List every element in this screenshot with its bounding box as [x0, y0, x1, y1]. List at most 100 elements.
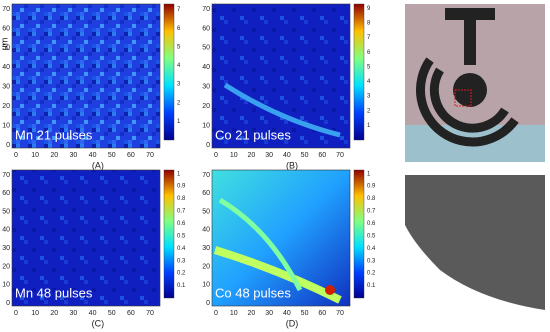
colorbar-tick-label: 4 [177, 63, 181, 69]
x-tick-label: 20 [50, 310, 58, 317]
colorbar-tick-label: 0.2 [177, 271, 186, 277]
y-tick-label: 50 [2, 45, 10, 52]
colorbar-tick-label: 8 [367, 21, 371, 27]
y-tick-label: 50 [202, 45, 210, 52]
x-tick-label: 20 [248, 310, 256, 317]
y-axis-label: µm [0, 38, 9, 51]
x-tick-label: 10 [31, 152, 39, 159]
colorbar-tick-label: 0.6 [367, 221, 376, 227]
x-tick-label: 50 [108, 152, 116, 159]
panel-label: (B) [286, 160, 298, 170]
heatmap-d [212, 170, 350, 306]
x-tick-label: 10 [230, 310, 238, 317]
x-tick-label: 10 [31, 310, 39, 317]
x-tick-label: 0 [214, 310, 218, 317]
y-tick-label: 20 [2, 263, 10, 270]
colorbar-tick-label: 1 [177, 119, 181, 125]
x-tick-label: 50 [301, 152, 309, 159]
y-tick-label: 0 [206, 142, 210, 149]
panel-label: (A) [92, 160, 104, 170]
y-tick-label: 50 [202, 208, 210, 215]
heatmap-c [12, 170, 160, 306]
y-tick-label: 60 [2, 190, 10, 197]
y-tick-label: 60 [202, 25, 210, 32]
heatmap-d-spot [325, 285, 335, 295]
y-tick-label: 0 [6, 300, 10, 307]
colorbar-tick-label: 5 [177, 44, 181, 50]
y-tick-label: 30 [2, 84, 10, 91]
colorbar-tick-label: 7 [367, 35, 371, 41]
colorbar-tick-label: 0.4 [177, 246, 186, 252]
y-tick-label: 30 [202, 84, 210, 91]
colorbar-tick-label: 0.4 [367, 246, 376, 252]
x-tick-label: 30 [265, 152, 273, 159]
y-tick-label: 10 [2, 122, 10, 129]
photo-roi [454, 89, 472, 107]
colorbar-tick-label: 0.7 [177, 209, 186, 215]
photo-electrode [445, 8, 495, 65]
colorbar-tick-label: 0.3 [177, 258, 186, 264]
colorbar-tick-label: 6 [367, 50, 371, 56]
heatmap-b-streak [223, 82, 341, 138]
panel-caption: Co 48 pulses [215, 285, 291, 300]
y-tick-label: 0 [206, 300, 210, 307]
colorbar-tick-label: 0.8 [177, 196, 186, 202]
plot-frame [211, 169, 351, 307]
colorbar-tick-label: 0.1 [177, 283, 186, 289]
colorbar-tick-label: 1 [177, 171, 181, 177]
panel-label: (C) [92, 318, 105, 328]
x-tick-label: 60 [318, 152, 326, 159]
x-tick-label: 40 [89, 310, 97, 317]
colorbar-tick-label: 9 [367, 6, 371, 12]
y-tick-label: 70 [202, 172, 210, 179]
y-tick-label: 70 [202, 6, 210, 13]
y-tick-label: 40 [202, 227, 210, 234]
y-tick-label: 20 [2, 103, 10, 110]
colorbar [163, 169, 175, 299]
y-tick-label: 20 [202, 103, 210, 110]
y-tick-label: 70 [2, 6, 10, 13]
x-tick-label: 30 [265, 310, 273, 317]
x-tick-label: 10 [230, 152, 238, 159]
photo-ring [429, 67, 509, 133]
photo-zoom-region [405, 175, 545, 310]
y-tick-label: 30 [202, 245, 210, 252]
y-tick-label: 10 [202, 122, 210, 129]
colorbar-tick-label: 1 [367, 171, 371, 177]
colorbar-tick-label: 3 [367, 94, 371, 100]
colorbar-tick-label: 0.7 [367, 209, 376, 215]
colorbar-tick-label: 5 [367, 64, 371, 70]
x-tick-label: 60 [318, 310, 326, 317]
photo-ring [416, 57, 519, 147]
y-tick-label: 40 [202, 64, 210, 71]
y-tick-label: 20 [202, 263, 210, 270]
colorbar-tick-label: 0.1 [367, 283, 376, 289]
x-tick-label: 70 [146, 310, 154, 317]
y-tick-label: 40 [2, 227, 10, 234]
x-tick-label: 70 [336, 310, 344, 317]
y-tick-label: 60 [202, 190, 210, 197]
x-tick-label: 20 [50, 152, 58, 159]
colorbar [353, 169, 365, 299]
y-tick-label: 0 [6, 142, 10, 149]
x-tick-label: 40 [89, 152, 97, 159]
x-tick-label: 30 [70, 152, 78, 159]
colorbar-tick-label: 3 [177, 82, 181, 88]
colorbar-tick-label: 4 [367, 79, 371, 85]
y-tick-label: 70 [2, 172, 10, 179]
colorbar-tick-label: 6 [177, 26, 181, 32]
y-tick-label: 10 [202, 282, 210, 289]
colorbar-tick-label: 0.5 [177, 233, 186, 239]
y-tick-label: 40 [2, 64, 10, 71]
x-tick-label: 0 [214, 152, 218, 159]
plot-frame [211, 3, 351, 149]
x-tick-label: 0 [14, 152, 18, 159]
colorbar-tick-label: 2 [177, 100, 181, 106]
panel-caption: Co 21 pulses [215, 127, 291, 142]
x-tick-label: 70 [146, 152, 154, 159]
x-tick-label: 40 [283, 310, 291, 317]
colorbar-tick-label: 0.6 [177, 221, 186, 227]
plot-frame [11, 3, 161, 149]
x-tick-label: 60 [127, 152, 135, 159]
colorbar-tick-label: 0.2 [367, 271, 376, 277]
